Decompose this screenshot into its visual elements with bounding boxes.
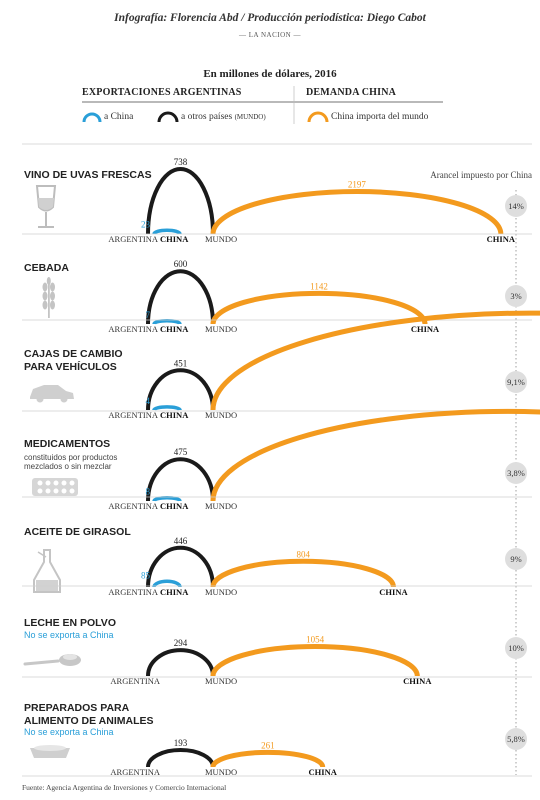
value-to-world: 294: [174, 638, 188, 648]
label-mundo: MUNDO: [205, 234, 237, 244]
label-argentina: ARGENTINA: [108, 410, 158, 420]
label-mundo: MUNDO: [205, 501, 237, 511]
label-china-dest: CHINA: [160, 234, 189, 244]
value-to-china: 7: [146, 310, 151, 320]
arc-china-imports: [213, 313, 540, 410]
label-mundo: MUNDO: [205, 767, 237, 777]
label-mundo: MUNDO: [205, 676, 237, 686]
value-to-world: 600: [174, 259, 188, 269]
label-argentina: ARGENTINA: [108, 234, 158, 244]
arc-china-imports: [213, 293, 425, 324]
value-to-world: 446: [174, 536, 188, 546]
label-china-dest: CHINA: [160, 587, 189, 597]
arc-china-imports: [213, 191, 501, 234]
arc-to-world: [148, 750, 213, 767]
arc-to-world: [148, 271, 213, 324]
label-argentina: ARGENTINA: [110, 676, 160, 686]
tariff-value: 5,8%: [507, 734, 525, 744]
value-china-imports: 1142: [310, 281, 328, 291]
label-argentina: ARGENTINA: [108, 501, 158, 511]
value-to-china: 23: [141, 219, 151, 229]
tariff-value: 10%: [508, 643, 524, 653]
arc-to-world: [148, 169, 213, 234]
label-china-dest: CHINA: [160, 410, 189, 420]
value-china-imports: 2197: [348, 179, 367, 189]
arc-china-imports: [213, 647, 417, 676]
value-to-china: 8: [146, 487, 151, 497]
value-china-imports: 261: [261, 740, 275, 750]
value-to-world: 475: [174, 447, 188, 457]
value-to-world: 451: [174, 358, 188, 368]
arc-to-world: [148, 650, 213, 676]
value-to-world: 738: [174, 157, 188, 167]
tariff-value: 3,8%: [507, 468, 525, 478]
label-china-importer: CHINA: [403, 676, 432, 686]
label-argentina: ARGENTINA: [108, 324, 158, 334]
value-to-world: 193: [174, 738, 188, 748]
label-argentina: ARGENTINA: [108, 587, 158, 597]
arc-china-imports: [213, 561, 393, 587]
arc-china-imports: [213, 411, 540, 501]
label-china-importer: CHINA: [379, 587, 408, 597]
label-china-dest: CHINA: [160, 324, 189, 334]
arc-to-world: [148, 459, 213, 501]
tariff-value: 3%: [510, 291, 521, 301]
label-china-importer: CHINA: [309, 767, 338, 777]
tariff-value: 9%: [510, 554, 521, 564]
label-argentina: ARGENTINA: [110, 767, 160, 777]
value-china-imports: 1054: [306, 635, 325, 645]
label-mundo: MUNDO: [205, 324, 237, 334]
source-note: Fuente: Agencia Argentina de Inversiones…: [22, 783, 226, 792]
value-to-china: 4: [146, 396, 151, 406]
value-to-china: 85: [141, 570, 151, 580]
tariff-value: 14%: [508, 201, 524, 211]
label-china-importer: CHINA: [487, 234, 516, 244]
label-china-dest: CHINA: [160, 501, 189, 511]
tariff-value: 9,1%: [507, 377, 525, 387]
arc-to-world: [148, 370, 213, 410]
label-china-importer: CHINA: [411, 324, 440, 334]
arc-china-imports: [213, 752, 323, 767]
value-china-imports: 804: [296, 549, 310, 559]
label-mundo: MUNDO: [205, 410, 237, 420]
label-mundo: MUNDO: [205, 587, 237, 597]
